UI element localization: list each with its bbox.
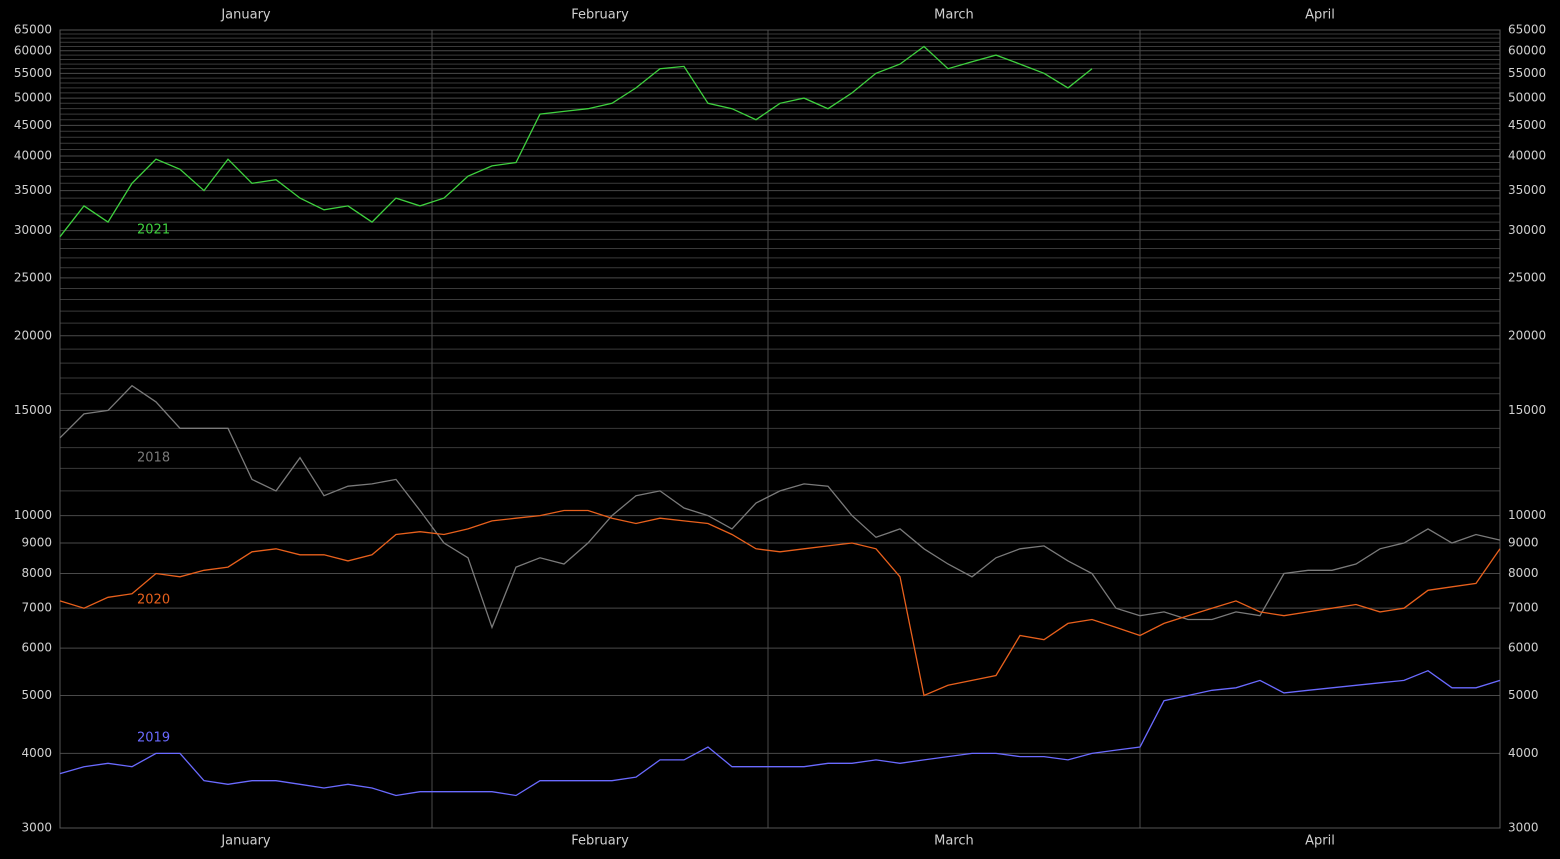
month-label: February [571, 8, 629, 23]
y-tick-label: 7000 [21, 601, 52, 615]
y-tick-label: 30000 [14, 223, 52, 237]
y2-tick-label: 7000 [1508, 601, 1539, 615]
y2-tick-label: 4000 [1508, 746, 1539, 760]
y2-tick-label: 40000 [1508, 148, 1546, 162]
y-tick-label: 10000 [14, 508, 52, 522]
y2-tick-label: 5000 [1508, 688, 1539, 702]
series-line [59, 45, 1093, 238]
month-label: March [934, 834, 974, 849]
month-label: January [220, 834, 271, 849]
y-tick-label: 20000 [14, 328, 52, 342]
y-tick-label: 35000 [14, 183, 52, 197]
y-tick-label: 8000 [21, 566, 52, 580]
y2-tick-label: 45000 [1508, 118, 1546, 132]
y2-tick-label: 30000 [1508, 223, 1546, 237]
y2-tick-label: 20000 [1508, 328, 1546, 342]
y2-tick-label: 55000 [1508, 66, 1546, 80]
y-tick-label: 15000 [14, 403, 52, 417]
y-tick-label: 55000 [14, 66, 52, 80]
series-line [59, 669, 1501, 797]
y-tick-label: 4000 [21, 746, 52, 760]
y2-tick-label: 50000 [1508, 91, 1546, 105]
y2-tick-label: 15000 [1508, 403, 1546, 417]
y-tick-label: 9000 [21, 535, 52, 549]
y-tick-label: 25000 [14, 270, 52, 284]
y2-tick-label: 6000 [1508, 641, 1539, 655]
y-tick-label: 3000 [21, 821, 52, 835]
y2-tick-label: 25000 [1508, 270, 1546, 284]
y-tick-label: 60000 [14, 43, 52, 57]
series-label: 2021 [137, 223, 170, 238]
y2-tick-label: 35000 [1508, 183, 1546, 197]
y2-tick-label: 8000 [1508, 566, 1539, 580]
y-tick-label: 65000 [14, 23, 52, 37]
month-label: March [934, 8, 974, 23]
plot-frame [59, 29, 1501, 829]
month-label: January [220, 8, 271, 23]
y-tick-label: 5000 [21, 688, 52, 702]
series-line [59, 384, 1501, 630]
series-label: 2019 [137, 731, 170, 746]
y2-tick-label: 65000 [1508, 23, 1546, 37]
y-tick-label: 45000 [14, 118, 52, 132]
series-line [59, 509, 1501, 697]
y2-tick-label: 60000 [1508, 43, 1546, 57]
y-tick-label: 50000 [14, 91, 52, 105]
y-tick-label: 40000 [14, 148, 52, 162]
y-tick-label: 6000 [21, 641, 52, 655]
y2-tick-label: 3000 [1508, 821, 1539, 835]
y2-tick-label: 10000 [1508, 508, 1546, 522]
series-label: 2018 [137, 451, 170, 466]
y2-tick-label: 9000 [1508, 535, 1539, 549]
series-label: 2020 [137, 593, 170, 608]
month-label: February [571, 834, 629, 849]
month-label: April [1305, 834, 1335, 849]
month-label: April [1305, 8, 1335, 23]
